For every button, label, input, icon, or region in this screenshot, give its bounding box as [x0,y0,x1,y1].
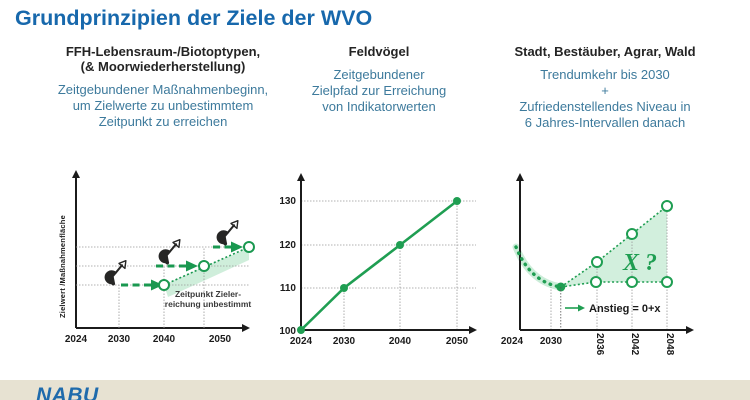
svg-text:2024: 2024 [501,336,524,347]
svg-text:Zeitpunkt Zieler-: Zeitpunkt Zieler- [175,289,241,299]
svg-text:2040: 2040 [153,334,176,345]
svg-text:2024: 2024 [290,336,313,347]
svg-text:2030: 2030 [540,336,563,347]
svg-text:2030: 2030 [333,336,356,347]
svg-text:2024: 2024 [65,334,88,345]
svg-text:2040: 2040 [389,336,412,347]
svg-text:2050: 2050 [446,336,469,347]
svg-text:reichung unbestimmt: reichung unbestimmt [165,299,252,309]
svg-text:Anstieg = 0+x: Anstieg = 0+x [589,303,661,315]
svg-text:110: 110 [280,283,297,294]
svg-text:2036: 2036 [594,333,605,356]
svg-text:2048: 2048 [664,333,675,356]
svg-text:X ?: X ? [622,250,657,276]
svg-text:2050: 2050 [209,334,232,345]
svg-text:2042: 2042 [629,333,640,356]
svg-text:2030: 2030 [108,334,131,345]
svg-text:120: 120 [279,240,296,251]
svg-text:130: 130 [279,196,296,207]
